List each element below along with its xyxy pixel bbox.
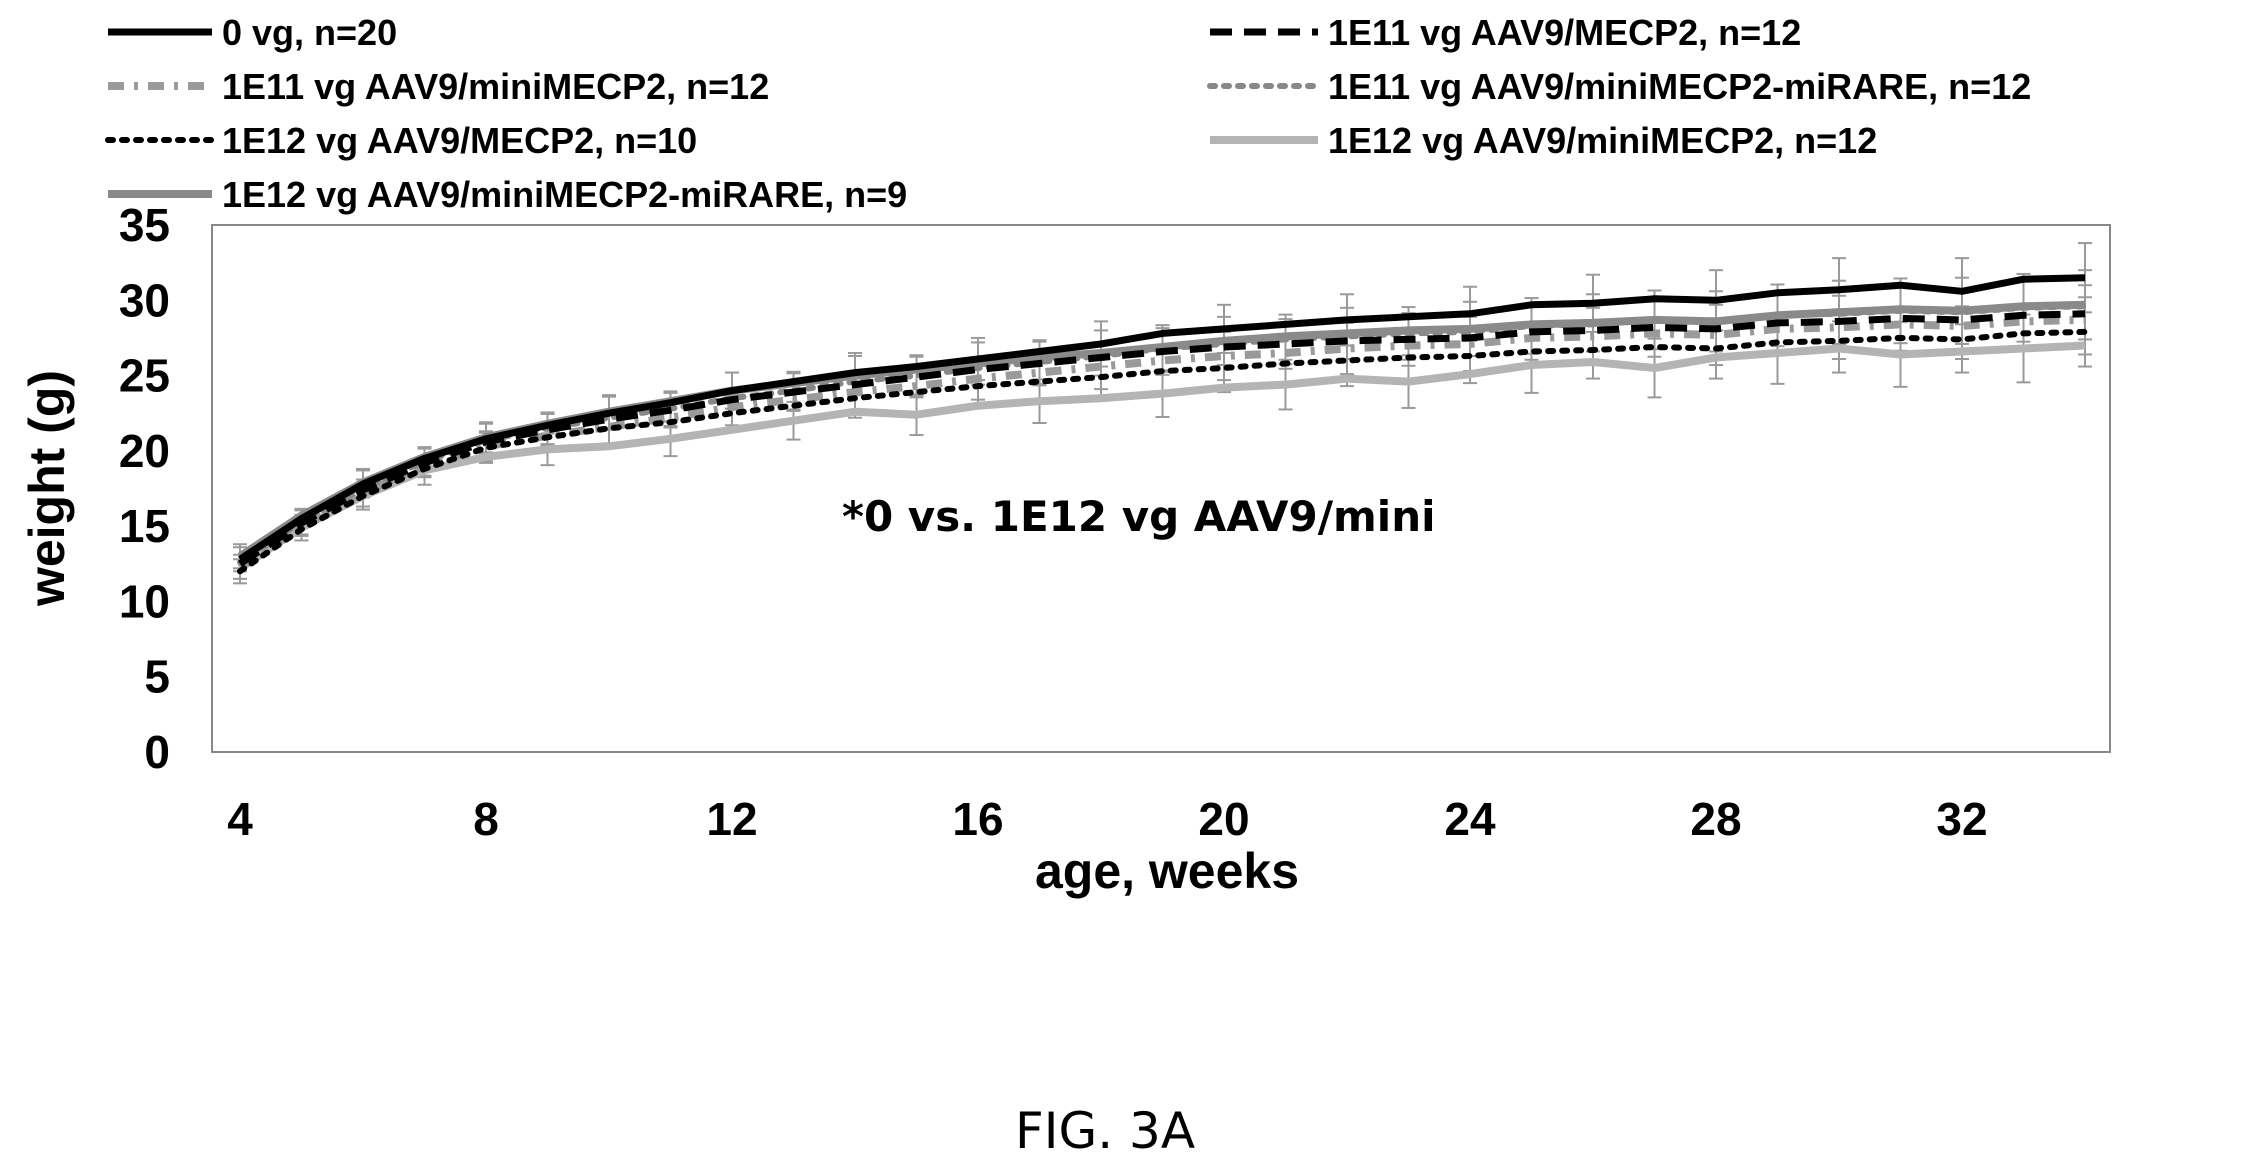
- y-tick-label: 10: [119, 575, 170, 627]
- y-tick-label: 25: [119, 350, 170, 402]
- series-line: [237, 315, 2086, 571]
- y-tick-label: 35: [119, 199, 170, 251]
- series-line: [237, 328, 2088, 575]
- y-tick-label: 15: [119, 500, 170, 552]
- x-tick-label: 20: [1198, 793, 1249, 845]
- legend-label: 1E12 vg AAV9/miniMECP2, n=12: [1328, 120, 1877, 161]
- y-axis-title: weight (g): [19, 370, 75, 607]
- legend-label: 1E11 vg AAV9/miniMECP2, n=12: [222, 66, 769, 107]
- x-tick-labels: 4 8 12 16 20 24 28 32: [227, 793, 1987, 845]
- series-line: [238, 274, 2086, 563]
- y-tick-labels: 0 5 10 15 20 25 30 35: [119, 199, 170, 778]
- legend-label: 1E12 vg AAV9/MECP2, n=10: [222, 120, 697, 161]
- x-axis-title: age, weeks: [1035, 843, 1299, 899]
- axes: [211, 224, 2111, 753]
- legend-label: 1E12 vg AAV9/miniMECP2-miRARE, n=9: [222, 174, 907, 215]
- x-tick-label: 32: [1936, 793, 1987, 845]
- x-tick-label: 8: [473, 793, 499, 845]
- y-tick-label: 5: [144, 651, 170, 703]
- x-tick-label: 28: [1690, 793, 1741, 845]
- x-tick-label: 12: [706, 793, 757, 845]
- x-tick-label: 4: [227, 793, 253, 845]
- annotation-text: *0 vs. 1E12 vg AAV9/mini: [842, 492, 1436, 541]
- plot-frame: [211, 224, 2111, 753]
- series-line: [238, 310, 2086, 567]
- y-tick-label: 30: [119, 274, 170, 326]
- figure-caption: FIG. 3A: [1015, 1102, 1195, 1160]
- y-tick-label: 0: [144, 726, 170, 778]
- legend-label: 1E11 vg AAV9/miniMECP2-miRARE, n=12: [1328, 66, 2031, 107]
- x-tick-label: 24: [1444, 793, 1496, 845]
- legend: 0 vg, n=20 1E11 vg AAV9/MECP2, n=12 1E11 v…: [105, 12, 2031, 215]
- x-tick-label: 16: [952, 793, 1003, 845]
- y-tick-label: 20: [119, 425, 170, 477]
- series-lines: [237, 274, 2088, 575]
- legend-label: 0 vg, n=20: [222, 12, 397, 53]
- series-line: [237, 341, 2086, 572]
- legend-label: 1E11 vg AAV9/MECP2, n=12: [1328, 12, 1801, 53]
